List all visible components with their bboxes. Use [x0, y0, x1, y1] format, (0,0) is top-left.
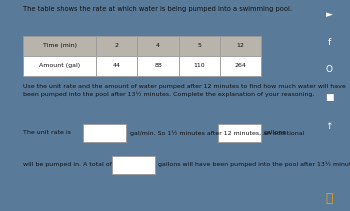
Text: Amount (gal): Amount (gal) [39, 64, 80, 68]
Text: 44: 44 [113, 64, 121, 68]
Text: 2: 2 [115, 43, 119, 48]
Text: f: f [327, 38, 331, 47]
Text: ↑: ↑ [325, 122, 333, 131]
Bar [178, 36, 220, 56]
Text: 4: 4 [156, 43, 160, 48]
Bar [23, 36, 96, 56]
Text: Use the unit rate and the amount of water pumped after 12 minutes to find how mu: Use the unit rate and the amount of wate… [23, 84, 345, 97]
Bar [112, 156, 155, 173]
Bar [96, 56, 138, 76]
Text: Time (min): Time (min) [43, 43, 77, 48]
Text: 110: 110 [194, 64, 205, 68]
Text: 88: 88 [154, 64, 162, 68]
Bar [83, 124, 126, 142]
Bar [138, 56, 178, 76]
Text: ⧉: ⧉ [325, 192, 333, 205]
Bar [23, 56, 96, 76]
Text: gallons will have been pumped into the pool after 13½ minutes.: gallons will have been pumped into the p… [158, 162, 350, 167]
Text: gal/min. So 1½ minutes after 12 minutes, an additional: gal/min. So 1½ minutes after 12 minutes,… [130, 130, 304, 136]
Text: 264: 264 [234, 64, 246, 68]
Bar [96, 36, 138, 56]
Text: O: O [326, 65, 332, 74]
Text: ►: ► [326, 10, 332, 19]
Text: 5: 5 [197, 43, 201, 48]
Bar [138, 36, 178, 56]
Text: will be pumped in. A total of: will be pumped in. A total of [23, 162, 112, 167]
Bar [178, 56, 220, 76]
Text: The unit rate is: The unit rate is [23, 130, 71, 135]
Bar [218, 124, 261, 142]
Bar [220, 56, 261, 76]
Text: The table shows the rate at which water is being pumped into a swimming pool.: The table shows the rate at which water … [23, 6, 292, 12]
Bar [220, 36, 261, 56]
Text: 12: 12 [237, 43, 244, 48]
Text: ■: ■ [325, 93, 333, 101]
Text: gallons: gallons [264, 130, 286, 135]
